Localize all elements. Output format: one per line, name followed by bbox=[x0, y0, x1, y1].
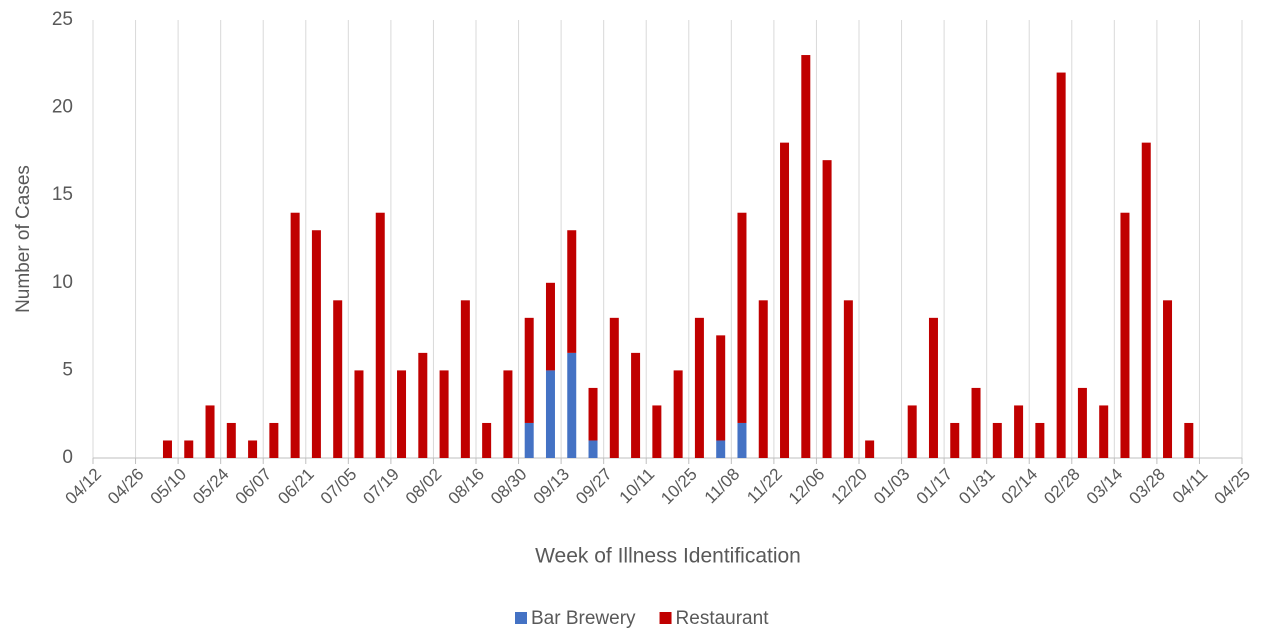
bar-segment bbox=[737, 422, 747, 458]
bar-segment bbox=[822, 160, 832, 458]
legend-swatch bbox=[659, 612, 672, 624]
bar-segment bbox=[290, 212, 300, 458]
bar-segment bbox=[1056, 72, 1066, 458]
bar-segment bbox=[503, 370, 513, 458]
x-tick-label: 08/30 bbox=[487, 465, 531, 509]
x-tick-label: 09/27 bbox=[572, 465, 616, 509]
x-tick-label: 06/21 bbox=[274, 465, 318, 509]
x-axis-title: Week of Illness Identification bbox=[535, 545, 801, 568]
bar-segment bbox=[716, 440, 726, 458]
x-tick-label: 07/05 bbox=[317, 465, 361, 509]
bar-segment bbox=[694, 317, 704, 458]
x-tick-label: 02/28 bbox=[1040, 465, 1084, 509]
bar-segment bbox=[588, 440, 598, 458]
x-tick-label: 04/25 bbox=[1210, 465, 1254, 509]
legend-label: Restaurant bbox=[676, 608, 770, 629]
bar-segment bbox=[652, 405, 662, 458]
bar-segment bbox=[992, 422, 1002, 458]
bar-segment bbox=[184, 440, 194, 458]
bar-segment bbox=[950, 422, 960, 458]
x-tick-label: 05/24 bbox=[189, 465, 233, 509]
x-tick-label: 04/26 bbox=[104, 465, 148, 509]
bar-segment bbox=[737, 212, 747, 423]
bar-segment bbox=[609, 317, 619, 458]
x-tick-label: 01/17 bbox=[913, 465, 957, 509]
bar-segment bbox=[524, 317, 534, 423]
bar-segment bbox=[631, 352, 641, 458]
bar-segment bbox=[524, 422, 534, 458]
x-tick-label: 04/11 bbox=[1169, 465, 1212, 508]
bar-segment bbox=[397, 370, 407, 458]
bar-segment bbox=[588, 387, 598, 441]
y-axis-title: Number of Cases bbox=[13, 165, 34, 313]
bar-segment bbox=[354, 370, 364, 458]
bar-segment bbox=[439, 370, 449, 458]
bar-segment bbox=[545, 370, 555, 458]
bar-segment bbox=[1035, 422, 1045, 458]
bar-segment bbox=[1141, 142, 1151, 458]
bar-segment bbox=[971, 387, 981, 458]
bar-segment bbox=[1163, 300, 1173, 458]
x-tick-label: 02/14 bbox=[998, 465, 1042, 509]
y-tick-label: 0 bbox=[62, 447, 73, 468]
legend-swatch bbox=[515, 612, 527, 624]
y-tick-label: 25 bbox=[52, 9, 73, 30]
x-tick-label: 04/12 bbox=[61, 465, 105, 509]
bar-segment bbox=[907, 405, 917, 458]
bar-segment bbox=[375, 212, 385, 458]
x-tick-label: 01/31 bbox=[955, 465, 999, 509]
bar-segment bbox=[758, 300, 768, 458]
bar-segment bbox=[567, 230, 577, 353]
bar-segment bbox=[162, 440, 172, 458]
bar-segment bbox=[865, 440, 875, 458]
x-tick-label: 09/13 bbox=[530, 465, 574, 509]
x-tick-label: 10/11 bbox=[616, 465, 659, 508]
x-tick-label: 12/20 bbox=[827, 465, 871, 509]
bar-segment bbox=[205, 405, 215, 458]
bar-segment bbox=[567, 352, 577, 458]
y-tick-label: 10 bbox=[52, 272, 73, 293]
y-tick-label: 15 bbox=[52, 184, 73, 205]
bar-segment bbox=[843, 300, 853, 458]
bar-segment bbox=[311, 230, 321, 458]
bar-segment bbox=[482, 422, 492, 458]
x-tick-label: 11/22 bbox=[743, 465, 786, 508]
bar-segment bbox=[716, 335, 726, 441]
bar-segment bbox=[1120, 212, 1130, 458]
x-tick-label: 03/14 bbox=[1083, 465, 1127, 509]
bar-segment bbox=[460, 300, 470, 458]
y-tick-label: 20 bbox=[52, 97, 73, 118]
bar-segment bbox=[1184, 422, 1194, 458]
x-tick-label: 08/02 bbox=[402, 465, 446, 509]
bar-segment bbox=[226, 422, 236, 458]
bar-segment bbox=[418, 352, 428, 458]
bar-segment bbox=[1077, 387, 1087, 458]
y-tick-label: 5 bbox=[62, 359, 73, 380]
x-tick-label: 12/06 bbox=[785, 465, 829, 509]
x-tick-label: 07/19 bbox=[359, 465, 403, 509]
x-tick-label: 01/03 bbox=[870, 465, 914, 509]
x-tick-label: 06/07 bbox=[232, 465, 276, 509]
bar-segment bbox=[673, 370, 683, 458]
x-tick-label: 05/10 bbox=[147, 465, 191, 509]
bar-segment bbox=[545, 282, 555, 371]
x-tick-label: 10/25 bbox=[657, 465, 701, 509]
x-tick-label: 08/16 bbox=[444, 465, 488, 509]
bar-segment bbox=[928, 317, 938, 458]
bar-segment bbox=[269, 422, 279, 458]
bar-segment bbox=[333, 300, 343, 458]
bar-segment bbox=[1014, 405, 1024, 458]
bar-segment bbox=[801, 55, 811, 458]
bar-segment bbox=[1099, 405, 1109, 458]
bar-segment bbox=[780, 142, 790, 458]
x-tick-label: 03/28 bbox=[1125, 465, 1169, 509]
bar-segment bbox=[248, 440, 258, 458]
x-tick-label: 11/08 bbox=[701, 465, 744, 508]
legend-label: Bar Brewery bbox=[531, 608, 636, 629]
